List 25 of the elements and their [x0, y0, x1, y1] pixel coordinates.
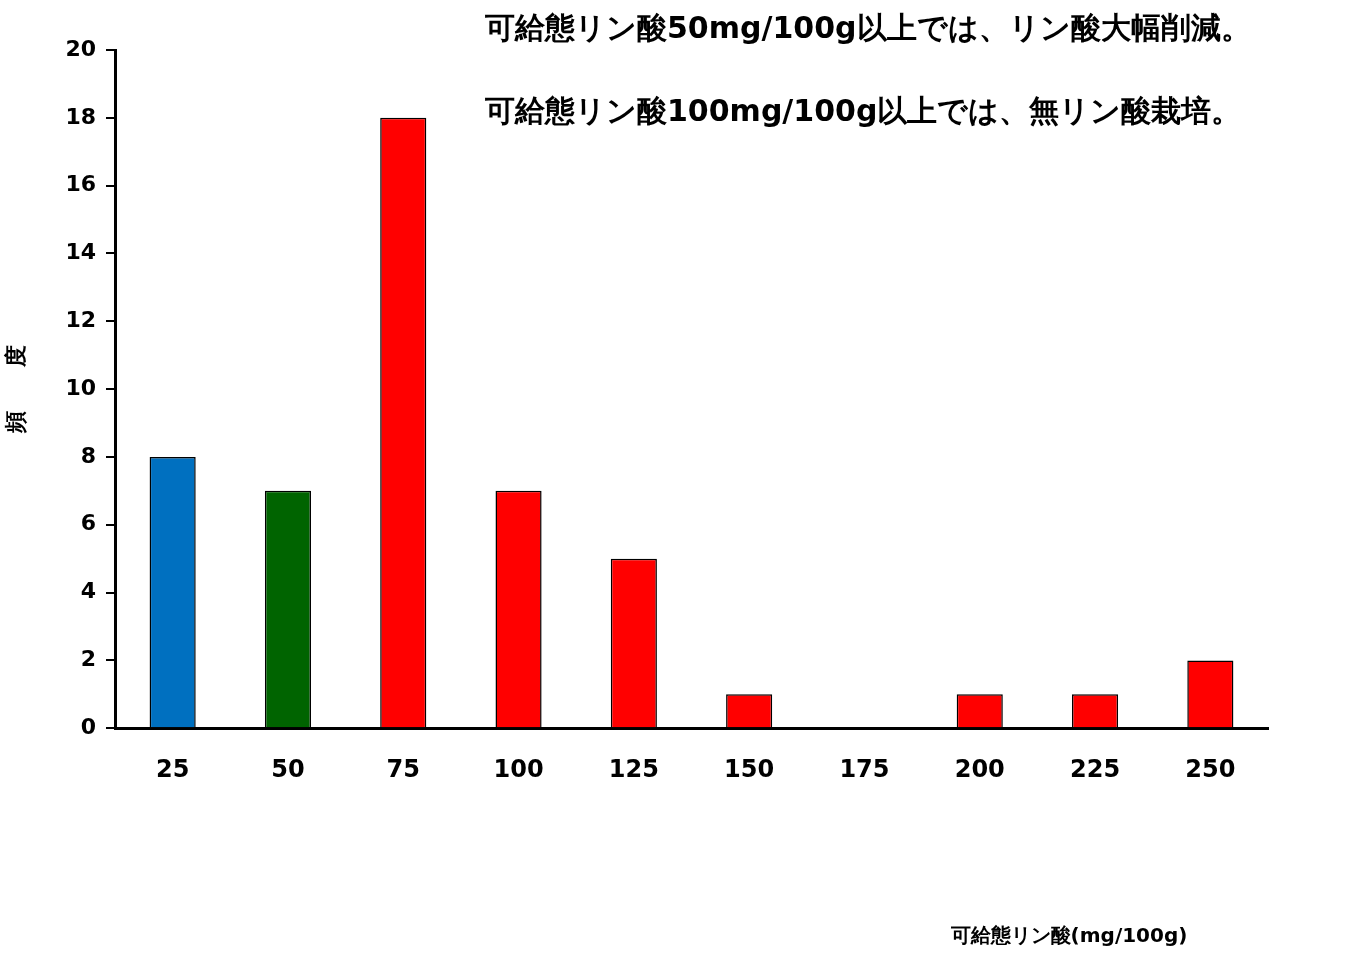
y-tick-label: 20 [65, 35, 96, 61]
x-tick-label: 200 [954, 754, 1005, 783]
y-tick-label: 10 [65, 374, 96, 400]
y-tick-label: 8 [80, 442, 96, 468]
x-tick-label: 225 [1070, 754, 1121, 783]
y-tick-label: 6 [80, 510, 96, 536]
x-tick-label: 175 [839, 754, 890, 783]
y-axis-title: 頻 度 [2, 345, 28, 435]
y-tick-label: 2 [80, 646, 96, 672]
x-tick-label: 125 [608, 754, 659, 783]
y-tick-label: 14 [65, 239, 96, 265]
annotation: 可給態リン酸100mg/100g以上では、無リン酸栽培。 [484, 92, 1242, 128]
y-tick-label: 0 [80, 713, 96, 739]
y-tick-label: 16 [65, 171, 96, 197]
y-tick-label: 18 [65, 103, 96, 129]
y-tick-label: 4 [80, 578, 96, 604]
x-tick-label: 25 [155, 754, 190, 783]
x-tick-label: 150 [724, 754, 775, 783]
x-tick-label: 100 [493, 754, 544, 783]
text: 可給態リン酸50mg/100g以上では、リン酸大幅削減。 [484, 9, 1251, 45]
text: 可給態リン酸(mg/100g) [949, 923, 1188, 948]
x-tick-label: 75 [386, 754, 420, 783]
x-tick-label: 50 [271, 754, 305, 783]
x-tick-label: 250 [1185, 754, 1236, 783]
y-tick-label: 12 [65, 307, 96, 332]
